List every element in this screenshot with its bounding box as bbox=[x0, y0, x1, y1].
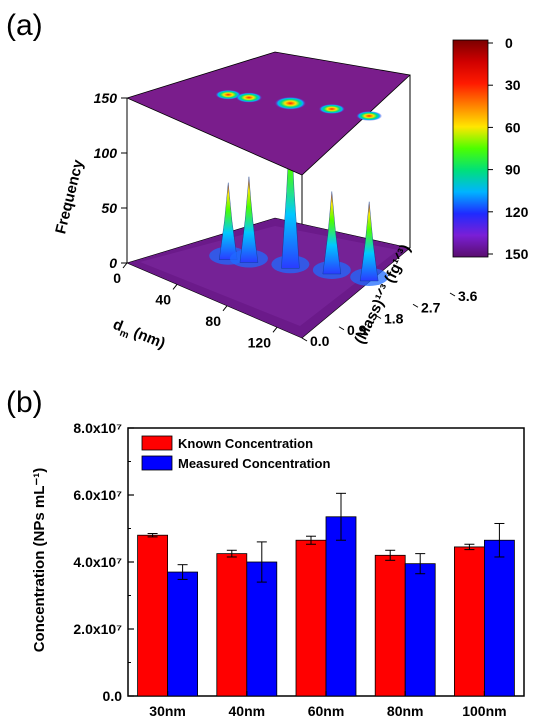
x-tick-label-b: 40nm bbox=[229, 703, 266, 719]
panel-b: (b) Concentration (NPs mL⁻¹) 0.0 2.0x10⁷ 4… bbox=[6, 386, 525, 719]
x-tick-mark bbox=[272, 326, 278, 333]
panel-a-label: (a) bbox=[6, 9, 43, 42]
bars-b bbox=[137, 492, 515, 697]
bar bbox=[404, 563, 436, 697]
bar bbox=[167, 571, 199, 697]
colorbar-tick-label: 90 bbox=[505, 162, 521, 178]
y-tick-label-b: 8.0x10⁷ bbox=[73, 420, 122, 436]
surface-peak bbox=[359, 201, 379, 282]
contour-spot bbox=[318, 104, 345, 114]
x-tick-label: 120 bbox=[248, 334, 272, 350]
x-tick-label-b: 80nm bbox=[387, 703, 424, 719]
bar bbox=[453, 546, 485, 697]
y-tick-mark bbox=[375, 315, 382, 319]
contour-spot bbox=[356, 111, 383, 121]
z-tick-label: 50 bbox=[101, 200, 117, 216]
x-axis-ticks: 0 40 80 120 bbox=[113, 262, 278, 350]
bar bbox=[374, 554, 406, 697]
legend-label: Known Concentration bbox=[178, 436, 313, 451]
y-tick-label-b: 4.0x10⁷ bbox=[73, 554, 122, 570]
colorbar-tick-label: 120 bbox=[505, 204, 529, 220]
x-tick-label: 40 bbox=[155, 291, 171, 307]
bar bbox=[137, 534, 169, 697]
y-tick-mark bbox=[412, 303, 419, 308]
surface-peak bbox=[218, 182, 238, 260]
colorbar-tick-label: 150 bbox=[505, 246, 529, 262]
colorbar-tick-label: 0 bbox=[505, 35, 513, 51]
y-tick-label-b: 0.0 bbox=[103, 688, 123, 704]
panel-b-label: (b) bbox=[6, 386, 43, 419]
x-tick-label-b: 60nm bbox=[308, 703, 345, 719]
contour-spot bbox=[274, 96, 306, 110]
x-tick-label: 0 bbox=[113, 270, 121, 286]
legend-b: Known Concentration Measured Concentratio… bbox=[141, 435, 330, 471]
y-axis-ticks: 0.0 0.9 1.8 2.7 3.6 bbox=[301, 288, 478, 349]
bar bbox=[325, 516, 357, 697]
colorbar-tick-label: 60 bbox=[505, 119, 521, 135]
colorbar-tick-label: 30 bbox=[505, 77, 521, 93]
x-axis-title: dm (nm) bbox=[109, 316, 167, 355]
y-tick-mark bbox=[449, 292, 456, 297]
y-tick-label-b: 2.0x10⁷ bbox=[73, 621, 122, 637]
y-tick-label-b: 6.0x10⁷ bbox=[73, 487, 122, 503]
surface-peaks bbox=[209, 114, 389, 286]
x-axis-title-sub: m bbox=[118, 328, 130, 342]
z-tick-label: 150 bbox=[94, 90, 118, 106]
legend-label: Measured Concentration bbox=[178, 456, 330, 471]
y-axis-title-b: Concentration (NPs mL⁻¹) bbox=[31, 468, 48, 653]
contour-spots bbox=[215, 89, 383, 121]
y-tick-label: 0.0 bbox=[310, 333, 330, 349]
bar bbox=[483, 539, 515, 697]
x-axis-title-unit: (nm) bbox=[127, 323, 167, 352]
z-axis-ticks: 0 50 100 150 bbox=[94, 90, 127, 271]
x-tick-label-b: 100nm bbox=[462, 703, 506, 719]
x-tick-label: 80 bbox=[205, 313, 221, 329]
panel-a: (a) 0 50 100 150 Frequency 0 40 80 120 dm (nm)… bbox=[6, 9, 529, 355]
surface-peak bbox=[322, 191, 342, 275]
colorbar bbox=[452, 39, 489, 258]
bar bbox=[246, 561, 278, 697]
legend-swatch bbox=[141, 435, 173, 451]
x-axis-ticks-b: 30nm 40nm 60nm 80nm 100nm bbox=[149, 691, 507, 719]
top-contour-plane bbox=[125, 51, 411, 176]
x-tick-mark bbox=[172, 284, 178, 290]
y-tick-mark bbox=[338, 326, 345, 331]
contour-spot bbox=[235, 92, 263, 103]
z-tick-label: 100 bbox=[94, 145, 118, 161]
bar bbox=[295, 539, 327, 697]
y-tick-label: 3.6 bbox=[458, 288, 478, 304]
x-tick-mark bbox=[222, 305, 228, 312]
z-axis-title: Frequency bbox=[52, 157, 87, 235]
x-tick-mark bbox=[122, 262, 128, 269]
y-axis-ticks-b: 0.0 2.0x10⁷ 4.0x10⁷ 6.0x10⁷ 8.0x10⁷ bbox=[73, 420, 134, 704]
z-tick-label: 0 bbox=[109, 255, 117, 271]
y-tick-mark bbox=[301, 337, 308, 342]
bar bbox=[216, 553, 248, 697]
surface-peak bbox=[239, 176, 259, 263]
legend-swatch bbox=[141, 455, 173, 471]
colorbar-ticks: 0 30 60 90 120 150 bbox=[488, 35, 529, 262]
x-tick-label-b: 30nm bbox=[149, 703, 186, 719]
contour-spot bbox=[215, 89, 242, 100]
y-tick-label: 2.7 bbox=[421, 299, 441, 315]
y-tick-label: 0.9 bbox=[347, 322, 367, 338]
y-tick-label: 1.8 bbox=[384, 311, 404, 327]
